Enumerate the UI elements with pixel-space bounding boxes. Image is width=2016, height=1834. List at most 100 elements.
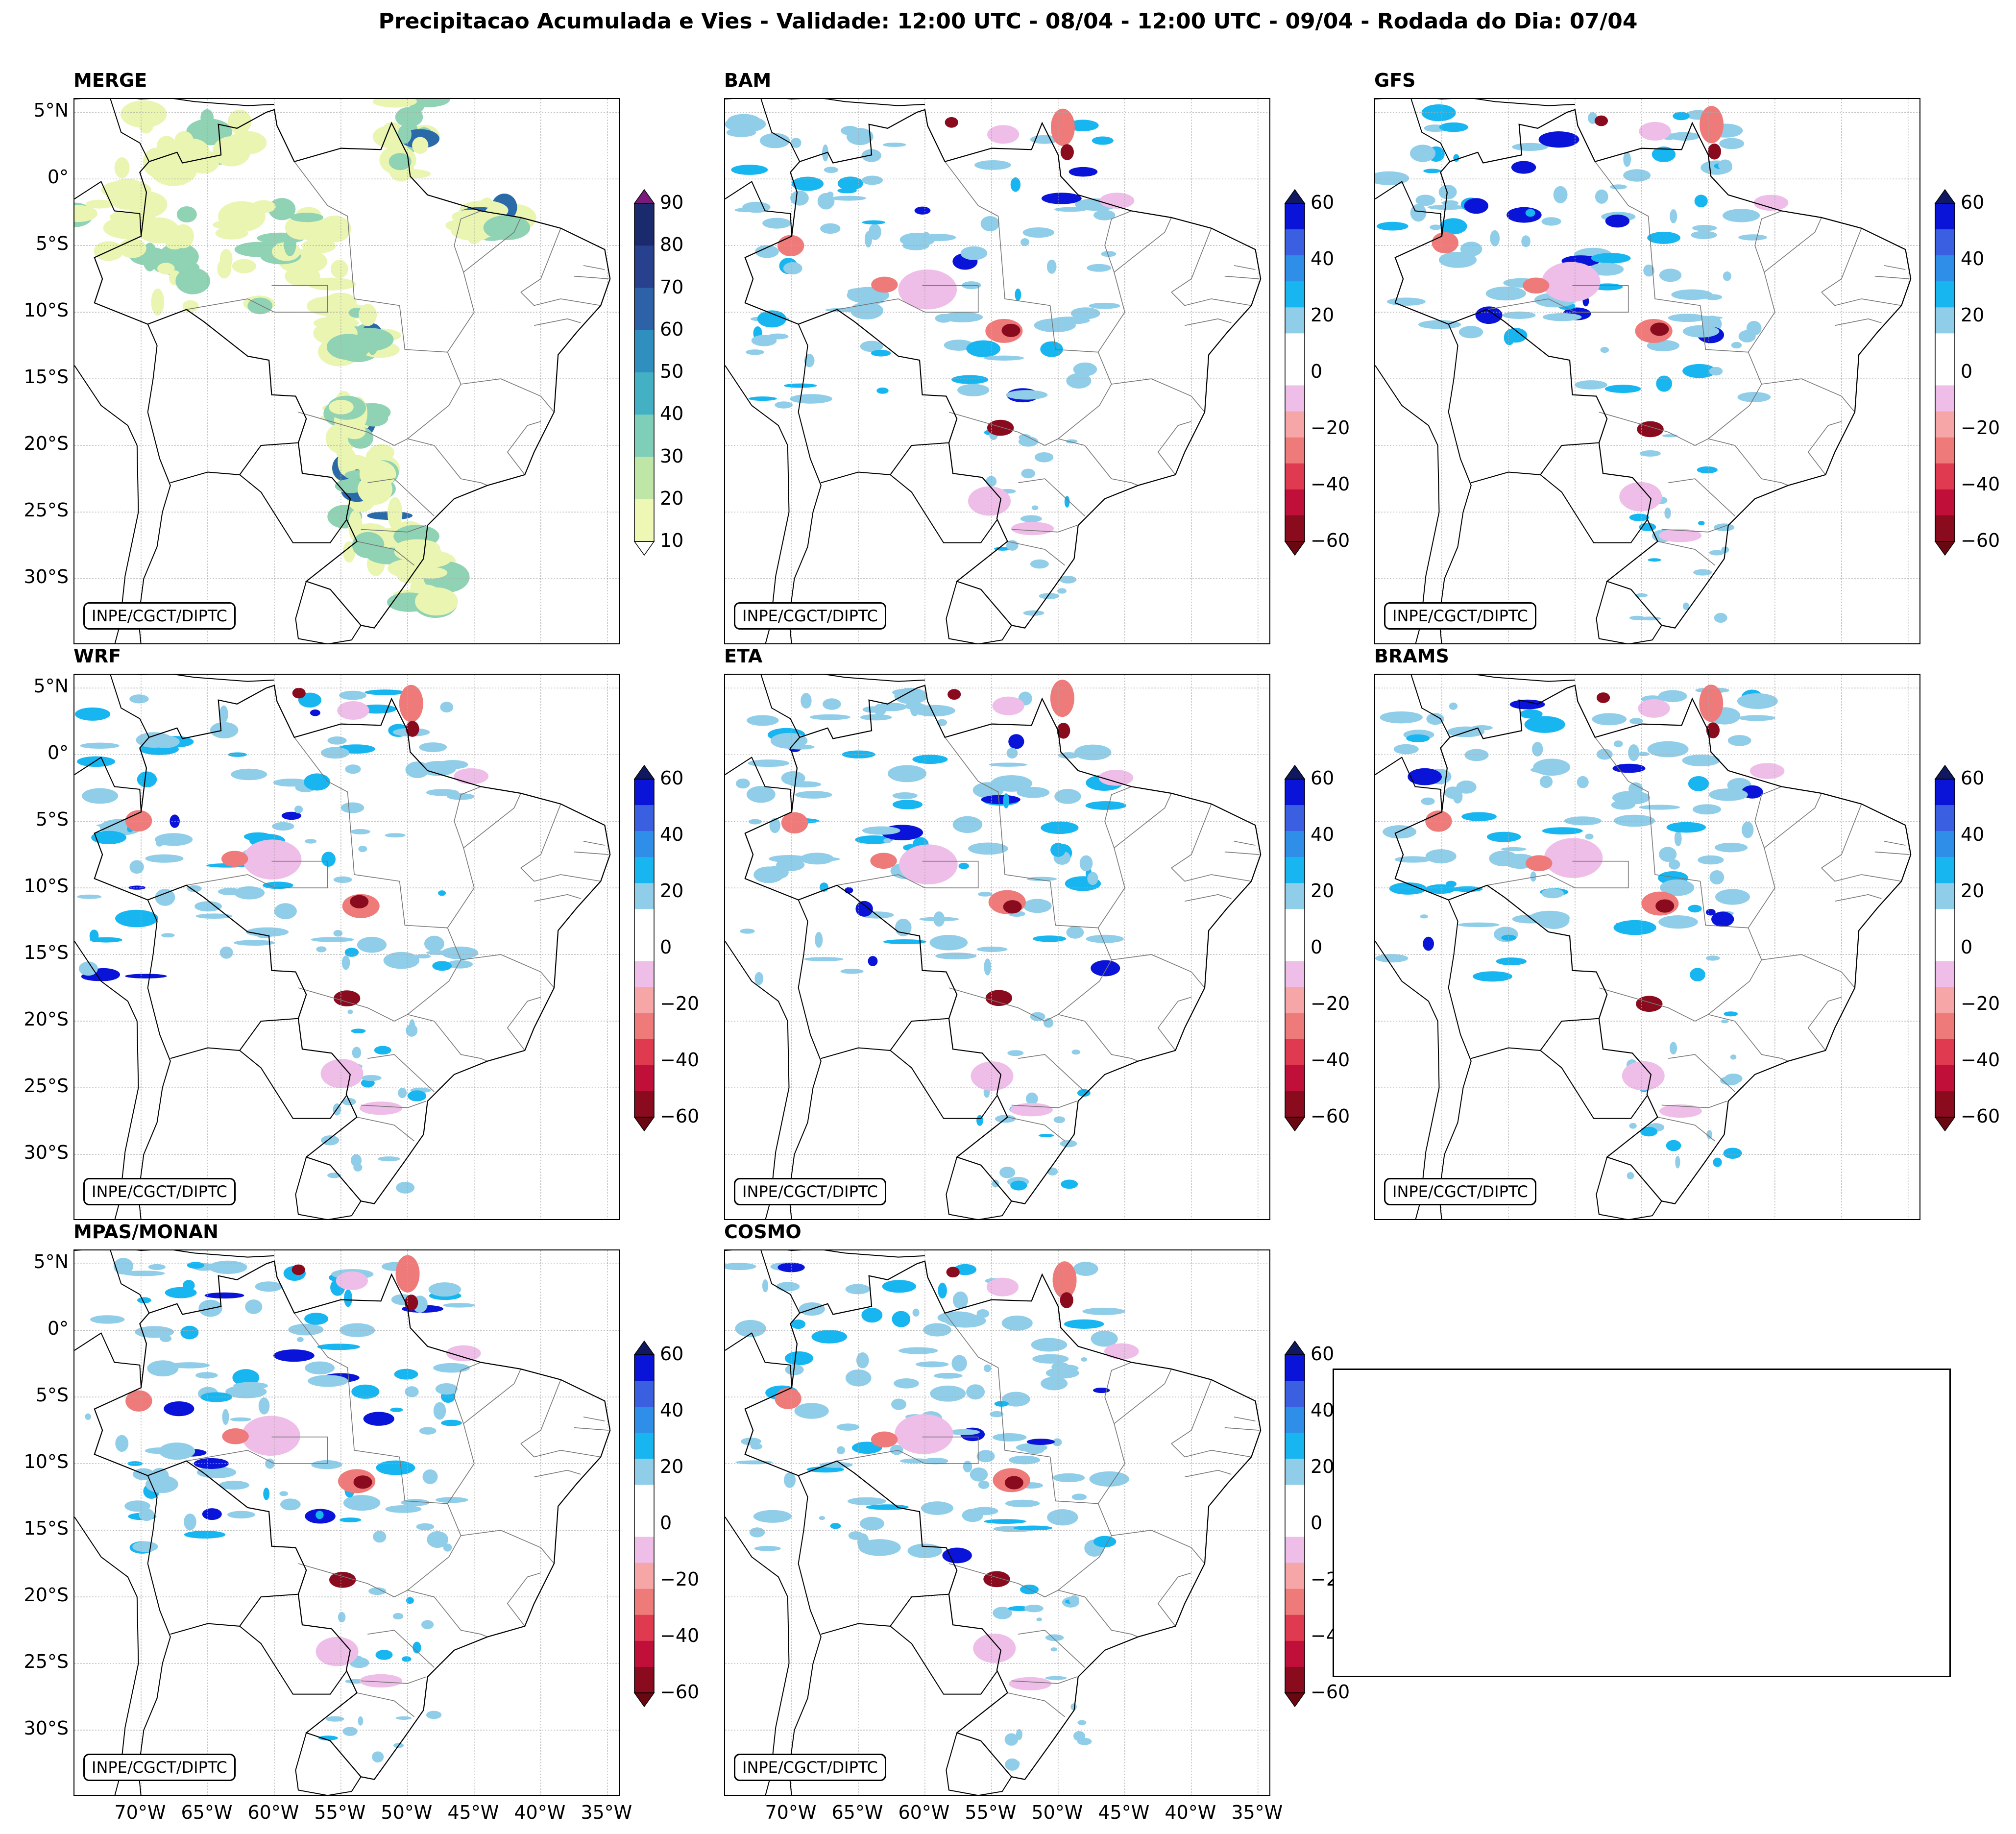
colorbar-extend-min <box>1284 1117 1306 1132</box>
borders <box>1375 675 1912 1219</box>
colorbar-segment <box>634 1433 654 1459</box>
credit-label: INPE/CGCT/DIPTC <box>1384 602 1536 630</box>
colorbar-segment <box>634 1614 654 1641</box>
colorbar-tick-label: −20 <box>660 1568 700 1590</box>
colorbar-segment <box>1285 805 1305 831</box>
colorbar-segment <box>1935 489 1955 516</box>
colorbar-tick-label: 30 <box>660 445 684 467</box>
latitude-tick-label: 15°S <box>24 942 69 964</box>
colorbar-segment <box>1285 515 1305 542</box>
graticule <box>1375 99 1919 643</box>
colorbar-segment <box>634 1065 654 1092</box>
credit-label: INPE/CGCT/DIPTC <box>734 1754 886 1781</box>
colorbar-tick-label: 20 <box>1311 304 1335 326</box>
colorbar-tick-label: 90 <box>660 192 684 213</box>
latitude-tick-label: 25°S <box>24 1075 69 1097</box>
colorbar-tick-label: 60 <box>1311 192 1335 213</box>
colorbar-segment <box>634 1039 654 1066</box>
panel-title: BAM <box>724 70 772 91</box>
colorbar-segment <box>634 203 654 246</box>
colorbar-tick-label: 60 <box>1311 767 1335 789</box>
colorbar-tick-label: 60 <box>660 1343 684 1365</box>
colorbar-segment <box>1285 1381 1305 1407</box>
latitude-tick-label: 15°S <box>24 366 69 388</box>
longitude-tick-label: 50°W <box>381 1802 433 1823</box>
map-canvas <box>1375 675 1919 1219</box>
colorbar-extend-max <box>1284 1340 1306 1355</box>
colorbar-segment <box>1935 515 1955 542</box>
colorbar-tick-label: 80 <box>660 234 684 256</box>
map-canvas <box>74 675 619 1219</box>
colorbar-segment <box>634 457 654 500</box>
colorbar-tick-label: 40 <box>660 403 684 425</box>
latitude-tick-label: 10°S <box>24 875 69 897</box>
colorbar-segment <box>634 831 654 857</box>
map-panel: INPE/CGCT/DIPTC <box>73 98 620 644</box>
colorbar-segment <box>1935 1039 1955 1066</box>
longitude-tick-label: 60°W <box>898 1802 950 1823</box>
colorbar-segment <box>634 330 654 373</box>
longitude-tick-label: 60°W <box>247 1802 299 1823</box>
map-panel: INPE/CGCT/DIPTC <box>73 1249 620 1796</box>
colorbar-segment <box>1285 1666 1305 1693</box>
brazil-outline <box>744 109 1262 629</box>
colorbar-tick-label: −40 <box>1311 1049 1350 1071</box>
map-canvas <box>1375 99 1919 643</box>
colorbar-segment <box>1935 961 1955 988</box>
colorbar-segment <box>1935 831 1955 857</box>
colorbar-segment <box>1935 281 1955 308</box>
colorbar-segment <box>634 909 654 935</box>
colorbar-segment <box>1285 385 1305 412</box>
panel-title: WRF <box>73 645 121 667</box>
latitude-tick-label: 5°S <box>35 1384 69 1406</box>
precip-colorbar <box>633 189 655 556</box>
panel-title: GFS <box>1374 70 1416 91</box>
colorbar-segment <box>1285 1355 1305 1381</box>
credit-label: INPE/CGCT/DIPTC <box>83 602 236 630</box>
colorbar-tick-label: 70 <box>660 276 684 298</box>
colorbar-tick-label: −40 <box>1961 473 2000 495</box>
colorbar-segment <box>1935 359 1955 386</box>
colorbar-tick-label: 0 <box>660 1512 672 1534</box>
longitude-tick-label: 35°W <box>1231 1802 1283 1823</box>
colorbar-tick-label: 60 <box>1311 1343 1335 1365</box>
precip-field <box>725 1261 1139 1771</box>
latitude-tick-label: 0° <box>47 1318 69 1340</box>
colorbar-tick-label: 20 <box>660 487 684 509</box>
map-canvas <box>725 675 1269 1219</box>
colorbar-segment <box>1285 1433 1305 1459</box>
colorbar-segment <box>634 1589 654 1615</box>
colorbar-tick-label: −20 <box>1961 993 2000 1014</box>
colorbar-segment <box>1935 779 1955 806</box>
colorbar-segment <box>634 1640 654 1667</box>
colorbar-tick-label: 60 <box>1961 767 1985 789</box>
longitude-tick-label: 55°W <box>314 1802 366 1823</box>
longitude-tick-label: 40°W <box>1165 1802 1216 1823</box>
bias-colorbar <box>1284 189 1306 556</box>
colorbar-segment <box>1285 1614 1305 1641</box>
map-panel: INPE/CGCT/DIPTC <box>724 674 1270 1220</box>
colorbar-tick-label: 40 <box>1311 1399 1335 1421</box>
colorbar-segment <box>1285 1537 1305 1564</box>
colorbar-segment <box>1935 987 1955 1014</box>
colorbar-tick-label: 0 <box>1311 1512 1323 1534</box>
bias-colorbar <box>633 764 655 1132</box>
map-panel: INPE/CGCT/DIPTC <box>1374 674 1920 1220</box>
brazil-outline <box>1394 109 1912 629</box>
colorbar-segment <box>1285 1563 1305 1589</box>
colorbar-extend-max <box>1284 189 1306 204</box>
panel-title: ETA <box>724 645 763 667</box>
brazil-outline <box>744 685 1262 1204</box>
map-panel: INPE/CGCT/DIPTC <box>1374 98 1920 644</box>
colorbar-tick-label: 40 <box>660 824 684 845</box>
colorbar-segment <box>1285 437 1305 464</box>
latitude-tick-label: 5°N <box>33 99 69 122</box>
longitude-tick-label: 35°W <box>581 1802 632 1823</box>
precip-field <box>735 680 1134 1191</box>
latitude-tick-label: 30°S <box>24 1717 69 1739</box>
map-panel: INPE/CGCT/DIPTC <box>73 674 620 1220</box>
precip-field <box>1375 104 1789 623</box>
map-canvas <box>74 99 619 643</box>
bias-colorbar <box>1284 764 1306 1132</box>
colorbar-tick-label: 60 <box>660 767 684 789</box>
